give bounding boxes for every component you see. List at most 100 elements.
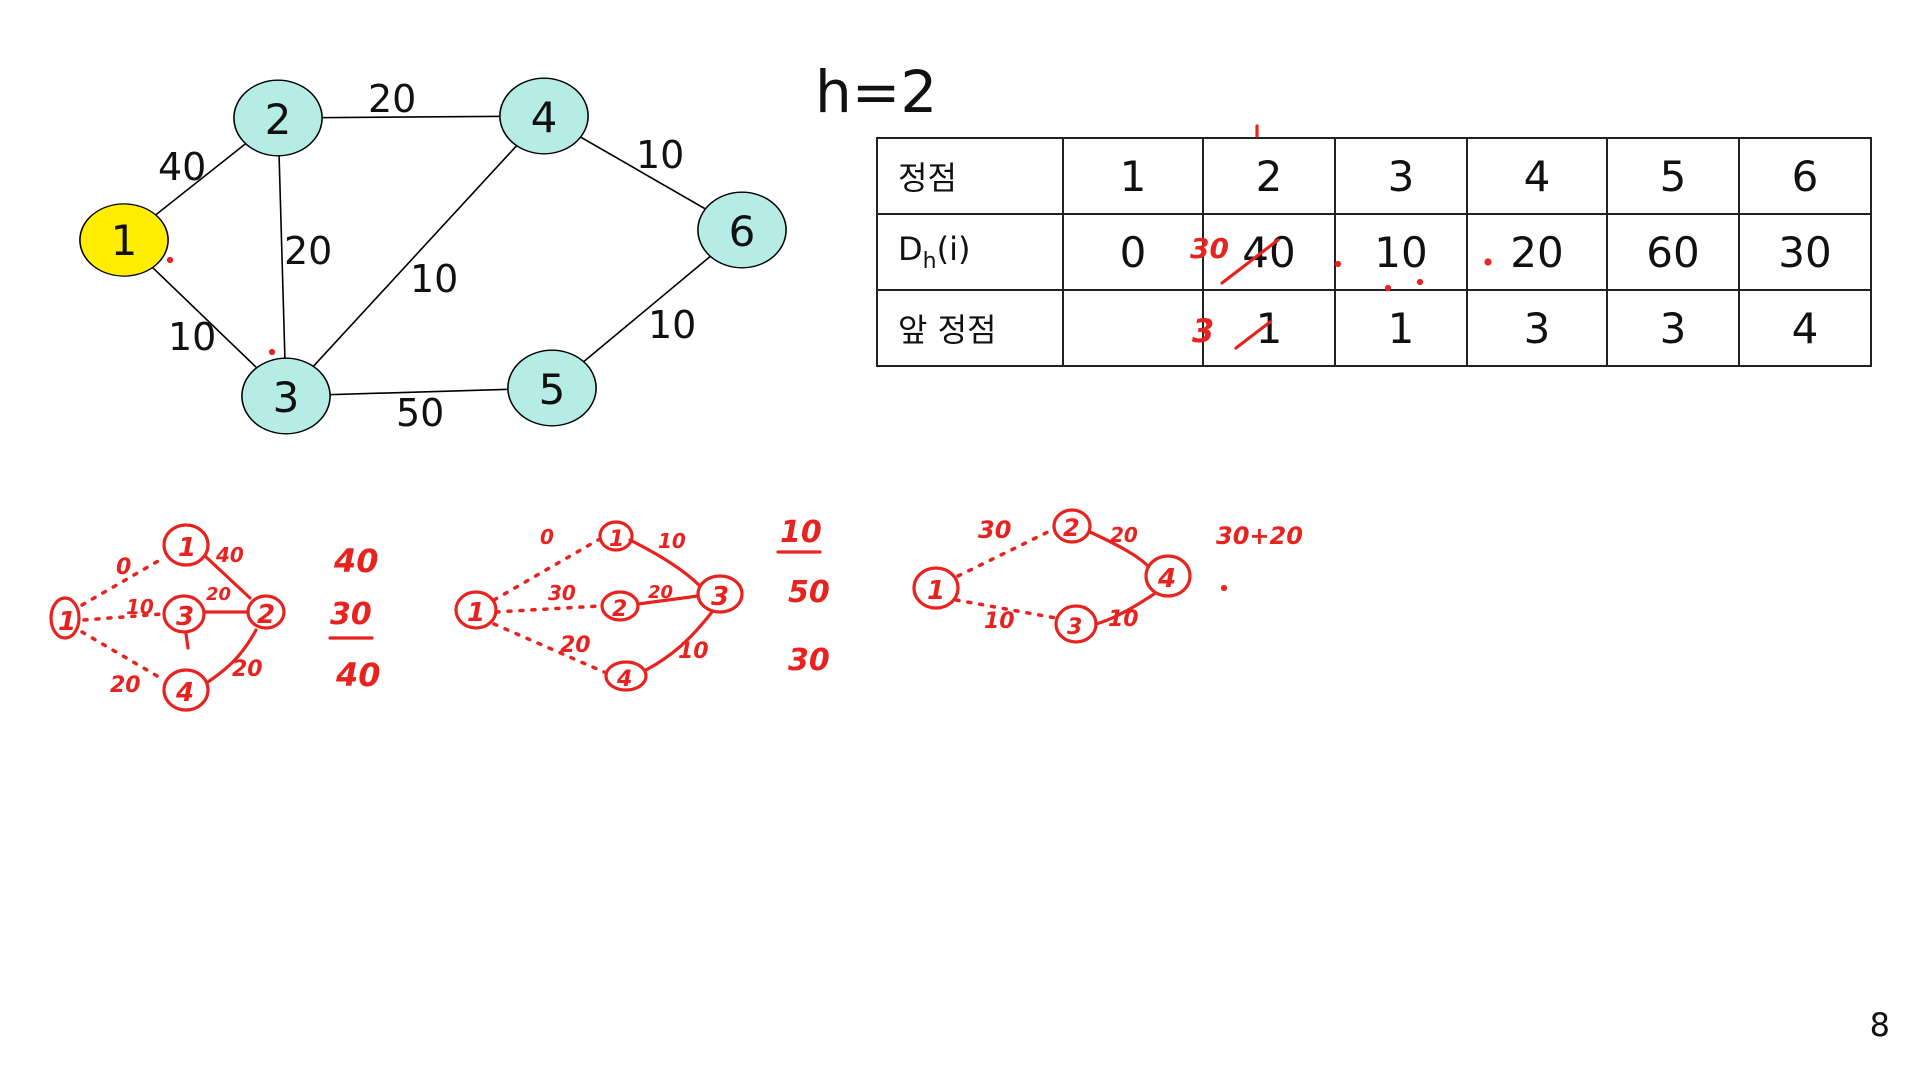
table-cell-distance: 30 xyxy=(1738,213,1872,291)
table-cell-vertex: 3 xyxy=(1334,137,1468,215)
edge-3-4 xyxy=(285,115,545,397)
sketch-1-node: 1 xyxy=(178,533,196,563)
edge-weight-3-4: 10 xyxy=(410,257,458,301)
sketch-1-weight: 20 xyxy=(206,584,231,605)
sketch-3-weight: 10 xyxy=(1108,607,1139,632)
sketch-1-result: 30 xyxy=(330,597,372,632)
edge-weight-2-4: 20 xyxy=(368,77,416,121)
graph-diagram: 40 10 20 20 10 50 10 10 1 2 3 4 5 6 xyxy=(79,77,787,435)
table-cell-previous: 3 xyxy=(1606,289,1740,367)
edge-weight-3-5: 50 xyxy=(396,391,444,435)
sketch-3-node: 1 xyxy=(927,576,945,606)
table-cell-vertex: 4 xyxy=(1466,137,1608,215)
strike-mark xyxy=(1220,238,1280,285)
sketch-2-weight: 0 xyxy=(540,525,554,549)
edge-2-3 xyxy=(277,117,287,397)
sketch-1-node: 2 xyxy=(257,600,275,630)
table-cell-vertex: 1 xyxy=(1062,137,1204,215)
graph-node-1-label: 1 xyxy=(111,216,138,265)
edge-weight-1-2: 40 xyxy=(158,145,206,189)
table-cell-distance: 60 xyxy=(1606,213,1740,291)
dist-label-main: D xyxy=(898,230,923,268)
sketch-1-node: 4 xyxy=(175,678,194,708)
correction-previous-value: 3 xyxy=(1192,312,1214,350)
sketch-3-node: 2 xyxy=(1063,514,1080,542)
sketch-2-result: 10 xyxy=(780,515,822,550)
table-cell-distance: 0 xyxy=(1062,213,1204,291)
sketch-1-weight: 0 xyxy=(116,555,131,580)
strike-mark xyxy=(1234,320,1272,350)
sketch-2-weight: 30 xyxy=(548,581,576,605)
table-correction-previous: 3 xyxy=(1192,312,1272,350)
sketch-3-node: 4 xyxy=(1157,564,1176,594)
sketch-2-weight: 20 xyxy=(560,633,591,658)
graph-node-6-label: 6 xyxy=(729,207,756,256)
sketch-1-weight: 40 xyxy=(215,543,244,567)
edge-weight-1-3: 10 xyxy=(168,315,216,359)
table-cell-distance: 10 xyxy=(1334,213,1468,291)
graph-node-3-label: 3 xyxy=(273,373,300,422)
sketch-3-result: 30+20 xyxy=(1216,522,1303,550)
edge-weight-2-3: 20 xyxy=(284,229,332,273)
sketch-2-weight: 20 xyxy=(648,582,673,603)
graph-node-4: 4 xyxy=(499,77,589,155)
sketch-1-result: 40 xyxy=(333,542,379,580)
table-cell-vertex: 5 xyxy=(1606,137,1740,215)
table-cell-previous: 1 xyxy=(1202,289,1336,367)
table-cell-vertex: 6 xyxy=(1738,137,1872,215)
table-cell-previous: 3 xyxy=(1466,289,1608,367)
sketch-3-node: 3 xyxy=(1067,615,1082,640)
table-header-previous: 앞 정점 xyxy=(876,289,1064,367)
table-cell-distance: 20 xyxy=(1466,213,1608,291)
page-number: 8 xyxy=(1869,1006,1890,1044)
sketch-1: 1 1 3 2 4 0 10 20 40 20 20 40 30 40 xyxy=(49,523,381,712)
sketch-1-weight: 10 xyxy=(126,595,154,619)
table-correction-distance: 30 xyxy=(1190,124,1280,285)
graph-node-6: 6 xyxy=(697,191,787,269)
graph-node-3: 3 xyxy=(241,357,331,435)
graph-node-2: 2 xyxy=(233,79,323,157)
graph-node-4-label: 4 xyxy=(531,93,558,142)
correction-distance-value: 30 xyxy=(1190,232,1229,265)
table-header-distance: Dh(i) xyxy=(876,213,1064,291)
sketch-1-result: 40 xyxy=(335,656,381,694)
table-row-vertices: 정점 1 2 3 4 5 6 xyxy=(876,137,1872,215)
graph-node-5-label: 5 xyxy=(539,365,566,414)
dist-label-sub: h xyxy=(922,249,937,274)
iteration-label: h=2 xyxy=(815,58,938,126)
sketch-3-weight: 20 xyxy=(1110,523,1138,547)
sketch-1-weight: 20 xyxy=(110,673,141,698)
table-row-distance: Dh(i) 0 40 10 20 60 30 xyxy=(876,213,1872,291)
sketch-1-node: 3 xyxy=(176,602,194,632)
graph-node-2-label: 2 xyxy=(265,95,292,144)
sketch-2-weight: 10 xyxy=(678,639,709,664)
sketch-2: 1 1 2 3 4 0 10 30 20 20 10 10 50 30 xyxy=(454,515,830,692)
sketch-1-weight: 20 xyxy=(232,657,263,682)
sketch-2-node: 3 xyxy=(711,582,729,612)
sketch-3: 1 2 3 4 30 20 10 10 30+20 xyxy=(912,508,1303,644)
sketch-3-weight: 10 xyxy=(984,609,1015,634)
distance-table: 정점 1 2 3 4 5 6 Dh(i) 0 40 10 20 60 30 앞 … xyxy=(876,137,1872,367)
sketch-2-node: 1 xyxy=(467,598,485,628)
edge-weight-5-6: 10 xyxy=(648,303,696,347)
dist-label-tail: (i) xyxy=(936,230,971,268)
table-cell-previous: 4 xyxy=(1738,289,1872,367)
table-row-previous: 앞 정점 1 1 3 3 4 xyxy=(876,289,1872,367)
sketch-1-node: 1 xyxy=(58,607,76,637)
table-cell-distance: 40 xyxy=(1202,213,1336,291)
sketch-3-weight: 30 xyxy=(978,516,1011,544)
sketch-2-result: 50 xyxy=(788,575,830,610)
sketch-2-node: 2 xyxy=(612,597,627,622)
table-ink-dots xyxy=(166,256,1492,356)
table-header-vertex: 정점 xyxy=(876,137,1064,215)
table-cell-previous xyxy=(1062,289,1204,367)
sketch-2-weight: 10 xyxy=(658,529,686,553)
sketch-2-result: 30 xyxy=(788,643,830,678)
table-cell-previous: 1 xyxy=(1334,289,1468,367)
edge-weight-4-6: 10 xyxy=(636,133,684,177)
graph-node-5: 5 xyxy=(507,349,597,427)
table-cell-vertex: 2 xyxy=(1202,137,1336,215)
sketch-2-node: 1 xyxy=(609,527,624,552)
